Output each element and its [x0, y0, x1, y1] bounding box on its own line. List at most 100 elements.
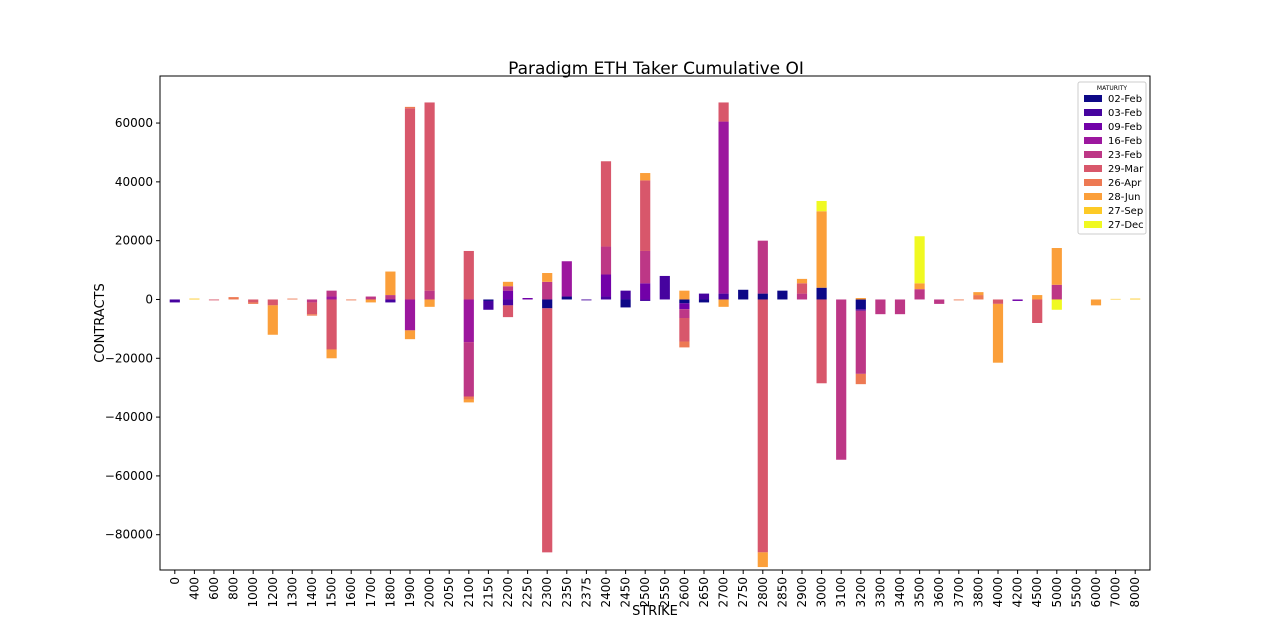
bar-segment	[385, 299, 396, 303]
bar-segment	[600, 161, 612, 247]
x-tick-label: 3000	[815, 577, 829, 608]
x-tick-label: 2650	[697, 577, 711, 608]
bar-segment	[581, 299, 592, 301]
bar-segment	[306, 314, 318, 316]
bar-segment	[640, 299, 651, 301]
bar-segment	[463, 399, 474, 403]
bar-segment	[1032, 299, 1043, 323]
bar-segment	[346, 299, 357, 301]
bar-segment	[600, 296, 612, 300]
y-tick-label: −80000	[105, 528, 153, 542]
x-tick-label: 2500	[638, 577, 652, 608]
bar-segment	[698, 293, 710, 300]
bar-segment	[502, 290, 514, 300]
bar-segment	[502, 281, 514, 287]
x-tick-label: 2700	[717, 577, 731, 608]
bar-segment	[267, 305, 278, 335]
x-tick-label: 2400	[599, 577, 613, 608]
chart-title: Paradigm ETH Taker Cumulative OI	[508, 59, 804, 79]
bar-segment	[816, 200, 827, 212]
bars-layer	[169, 102, 1141, 568]
bar-segment	[561, 261, 572, 297]
x-tick-label: 1700	[364, 577, 378, 608]
x-tick-label: 2150	[481, 577, 495, 608]
bar-segment	[816, 299, 827, 384]
legend-label: 27-Sep	[1108, 206, 1143, 217]
x-tick-label: 3200	[854, 577, 868, 608]
bar-segment	[404, 108, 416, 300]
legend-label: 29-Mar	[1108, 164, 1144, 175]
legend-label: 28-Jun	[1108, 192, 1141, 203]
bar-segment	[169, 299, 180, 303]
x-tick-label: 1400	[305, 577, 319, 608]
x-tick-label: 7000	[1109, 577, 1123, 608]
legend: MATURITY 02-Feb 03-Feb 09-Feb 16-Feb 23-Feb 2…	[1077, 81, 1147, 235]
bar-segment	[679, 341, 690, 348]
bar-segment	[777, 290, 788, 300]
x-tick-label: 2450	[619, 577, 633, 608]
bar-segment	[542, 299, 553, 309]
x-tick-label: 600	[207, 577, 221, 600]
x-tick-label: 2550	[658, 577, 672, 608]
bar-segment	[1110, 298, 1121, 300]
bar-segment	[385, 295, 396, 300]
bar-segment	[542, 273, 553, 282]
bar-segment	[404, 299, 416, 331]
bar-segment	[404, 106, 416, 109]
x-tick-label: 5500	[1069, 577, 1083, 608]
bar-segment	[1090, 299, 1102, 306]
legend-swatch	[1084, 95, 1102, 102]
legend-swatch	[1084, 109, 1102, 116]
x-tick-label: 2100	[462, 577, 476, 608]
bar-segment	[600, 246, 612, 275]
x-tick-label: 1300	[285, 577, 299, 608]
x-tick-label: 3600	[932, 577, 946, 608]
bar-segment	[620, 299, 631, 308]
x-tick-label: 1600	[344, 577, 358, 608]
bar-segment	[522, 298, 533, 300]
bar-segment	[640, 180, 651, 251]
bar-segment	[640, 283, 651, 300]
bar-segment	[502, 305, 514, 318]
bar-segment	[561, 296, 572, 300]
y-tick-label: 0	[145, 292, 153, 306]
bar-segment	[973, 292, 984, 296]
legend-label: 03-Feb	[1108, 108, 1142, 119]
bar-segment	[640, 250, 651, 284]
bar-segment	[855, 309, 866, 311]
x-tick-label: 2300	[540, 577, 554, 608]
legend-label: 23-Feb	[1108, 150, 1142, 161]
bar-segment	[640, 173, 651, 181]
bar-segment	[463, 396, 474, 400]
x-tick-label: 3800	[971, 577, 985, 608]
bar-segment	[953, 299, 964, 301]
x-tick-label: 4000	[991, 577, 1005, 608]
bar-segment	[992, 299, 1004, 304]
bar-segment	[1032, 295, 1043, 300]
bar-segment	[914, 236, 925, 284]
bar-segment	[875, 299, 886, 315]
y-tick-label: −60000	[105, 469, 153, 483]
bar-segment	[914, 283, 925, 290]
bar-segment	[1051, 248, 1062, 285]
x-tick-label: 2050	[442, 577, 456, 608]
bar-segment	[855, 298, 866, 300]
bar-segment	[1051, 299, 1062, 310]
bar-segment	[796, 293, 808, 300]
legend-swatch	[1084, 221, 1102, 228]
legend-label: 27-Dec	[1108, 220, 1144, 231]
x-tick-label: 2750	[736, 577, 750, 608]
x-tick-label: 2900	[795, 577, 809, 608]
bar-segment	[718, 102, 729, 122]
bar-segment	[679, 303, 690, 310]
y-tick-label: −40000	[105, 410, 153, 424]
bar-segment	[855, 310, 866, 374]
bar-segment	[267, 299, 278, 306]
bar-segment	[836, 299, 847, 460]
bar-segment	[365, 299, 376, 303]
bar-segment	[248, 299, 259, 303]
bar-segment	[894, 299, 906, 315]
bar-segment	[738, 289, 749, 300]
x-tick-label: 2200	[501, 577, 515, 608]
bar-segment	[326, 349, 337, 359]
